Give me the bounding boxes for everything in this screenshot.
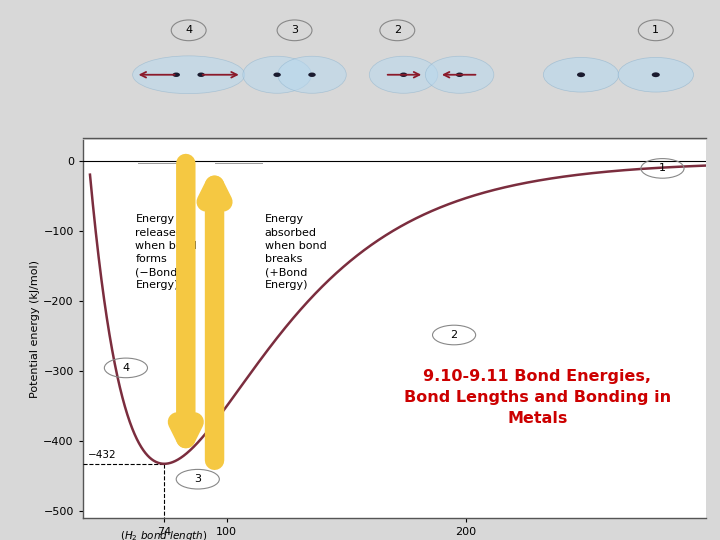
Text: 1: 1 xyxy=(652,25,660,35)
Y-axis label: Potential energy (kJ/mol): Potential energy (kJ/mol) xyxy=(30,260,40,399)
Text: 2: 2 xyxy=(394,25,401,35)
Ellipse shape xyxy=(308,72,316,77)
Text: 4: 4 xyxy=(185,25,192,35)
Ellipse shape xyxy=(577,72,585,77)
Ellipse shape xyxy=(544,57,618,92)
Text: 9.10-9.11 Bond Energies,
Bond Lengths and Bonding in
Metals: 9.10-9.11 Bond Energies, Bond Lengths an… xyxy=(404,369,671,426)
Text: 4: 4 xyxy=(122,363,130,373)
Text: −432: −432 xyxy=(88,450,116,460)
Ellipse shape xyxy=(243,56,311,93)
Text: 3: 3 xyxy=(194,474,202,484)
Text: Energy
absorbed
when bond
breaks
(+Bond
Energy): Energy absorbed when bond breaks (+Bond … xyxy=(265,214,327,291)
Ellipse shape xyxy=(618,57,693,92)
Ellipse shape xyxy=(132,56,245,93)
Text: 1: 1 xyxy=(659,164,666,173)
Ellipse shape xyxy=(173,72,180,77)
Text: Energy
released
when bond
forms
(−Bond
Energy): Energy released when bond forms (−Bond E… xyxy=(135,214,197,291)
Ellipse shape xyxy=(456,72,464,77)
Ellipse shape xyxy=(278,56,346,93)
Ellipse shape xyxy=(197,72,205,77)
Text: $(H_2$ bond length$)$: $(H_2$ bond length$)$ xyxy=(120,529,208,540)
Ellipse shape xyxy=(400,72,408,77)
Ellipse shape xyxy=(652,72,660,77)
Ellipse shape xyxy=(369,56,438,93)
Ellipse shape xyxy=(426,56,494,93)
Ellipse shape xyxy=(274,72,281,77)
Text: 2: 2 xyxy=(451,330,458,340)
Text: 3: 3 xyxy=(291,25,298,35)
